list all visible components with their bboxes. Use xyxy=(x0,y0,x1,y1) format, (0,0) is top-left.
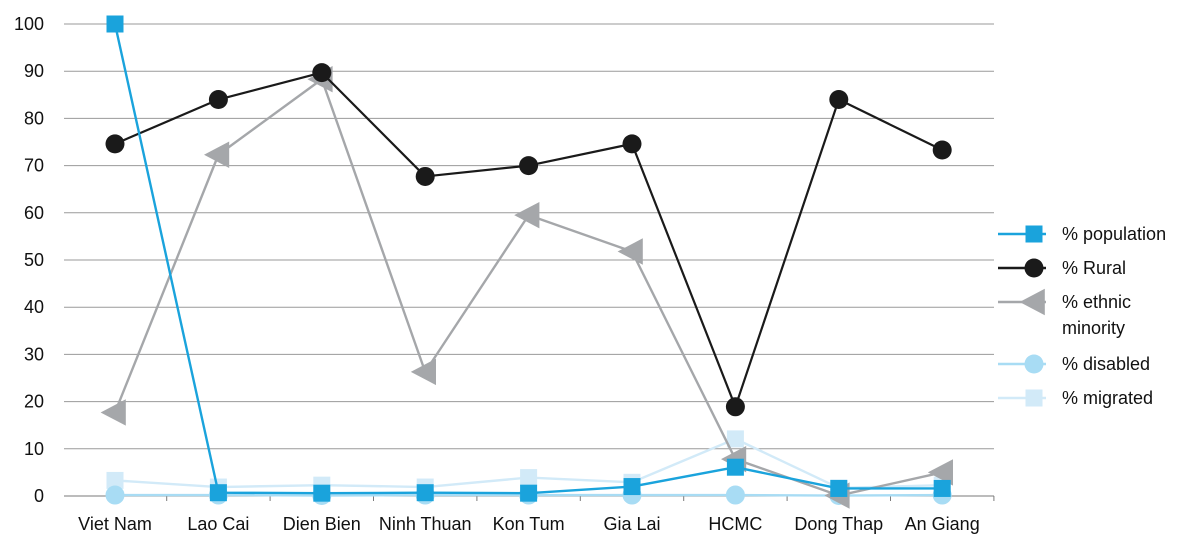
data-point xyxy=(623,478,641,496)
legend-label: % migrated xyxy=(1062,388,1153,408)
legend-item: % disabled xyxy=(998,354,1150,374)
y-tick-label: 80 xyxy=(24,108,44,128)
y-tick-label: 20 xyxy=(24,392,44,412)
x-tick-label: Viet Nam xyxy=(78,514,152,534)
legend-label: % Rural xyxy=(1062,258,1126,278)
legend-item: % ethnic minority xyxy=(998,288,1131,338)
data-point xyxy=(520,469,538,487)
legend-item: % Rural xyxy=(998,258,1126,278)
y-tick-label: 70 xyxy=(24,156,44,176)
series-layer xyxy=(100,15,953,509)
data-point xyxy=(726,458,744,476)
x-tick-label: An Giang xyxy=(905,514,980,534)
data-point xyxy=(725,485,745,505)
data-point xyxy=(514,201,540,229)
grid-layer xyxy=(64,23,994,497)
legend-marker xyxy=(1024,258,1044,278)
x-tick-label: Kon Tum xyxy=(493,514,565,534)
y-tick-label: 100 xyxy=(14,14,44,34)
data-point xyxy=(829,90,849,110)
data-point xyxy=(313,484,331,502)
data-point xyxy=(105,134,125,154)
x-tick-label: Dong Thap xyxy=(794,514,883,534)
data-point xyxy=(204,141,230,168)
data-point xyxy=(520,484,538,502)
data-point xyxy=(726,430,744,448)
legend-label: minority xyxy=(1062,318,1125,338)
data-point xyxy=(208,90,228,110)
data-point xyxy=(410,358,436,386)
y-tick-label: 50 xyxy=(24,250,44,270)
series-2 xyxy=(100,66,953,509)
legend-label: % disabled xyxy=(1062,354,1150,374)
legend-label: % ethnic xyxy=(1062,292,1131,312)
y-tick-label: 90 xyxy=(24,61,44,81)
data-point xyxy=(927,459,953,486)
x-tick-label: Gia Lai xyxy=(603,514,660,534)
data-point xyxy=(830,479,848,497)
data-point xyxy=(106,15,124,33)
data-point xyxy=(725,397,745,417)
data-point xyxy=(312,63,332,83)
data-point xyxy=(100,399,126,426)
series-line xyxy=(113,78,943,497)
data-point xyxy=(415,166,435,186)
data-point xyxy=(932,140,952,160)
series-line xyxy=(114,71,943,408)
legend-marker xyxy=(1025,389,1043,407)
data-point xyxy=(519,156,539,176)
data-point xyxy=(416,484,434,502)
y-tick-label: 10 xyxy=(24,439,44,459)
data-point xyxy=(933,479,951,497)
data-point xyxy=(622,134,642,154)
data-point xyxy=(617,238,643,265)
legend-marker xyxy=(1025,225,1043,243)
x-tick-label: Lao Cai xyxy=(187,514,249,534)
legend: % population % Rural % ethnic minority % dis… xyxy=(998,224,1166,408)
data-point xyxy=(106,471,124,489)
legend-item: % migrated xyxy=(998,388,1153,408)
data-point xyxy=(209,484,227,502)
series-0 xyxy=(106,15,951,502)
axis-layer: 0 10 20 30 40 50 60 70 80 90 100 Viet Nam Lao Cai Die… xyxy=(14,14,995,534)
y-tick-label: 30 xyxy=(24,344,44,364)
x-tick-label: HCMC xyxy=(708,514,762,534)
legend-marker xyxy=(1019,288,1045,316)
legend-label: % population xyxy=(1062,224,1166,244)
y-tick-label: 60 xyxy=(24,203,44,223)
y-tick-label: 0 xyxy=(34,486,44,506)
x-tick-label: Ninh Thuan xyxy=(379,514,472,534)
x-tick-label: Dien Bien xyxy=(283,514,361,534)
legend-item: % population xyxy=(998,224,1166,244)
data-point xyxy=(105,485,125,505)
y-tick-label: 40 xyxy=(24,297,44,317)
legend-marker xyxy=(1024,354,1044,374)
series-1 xyxy=(105,63,952,417)
